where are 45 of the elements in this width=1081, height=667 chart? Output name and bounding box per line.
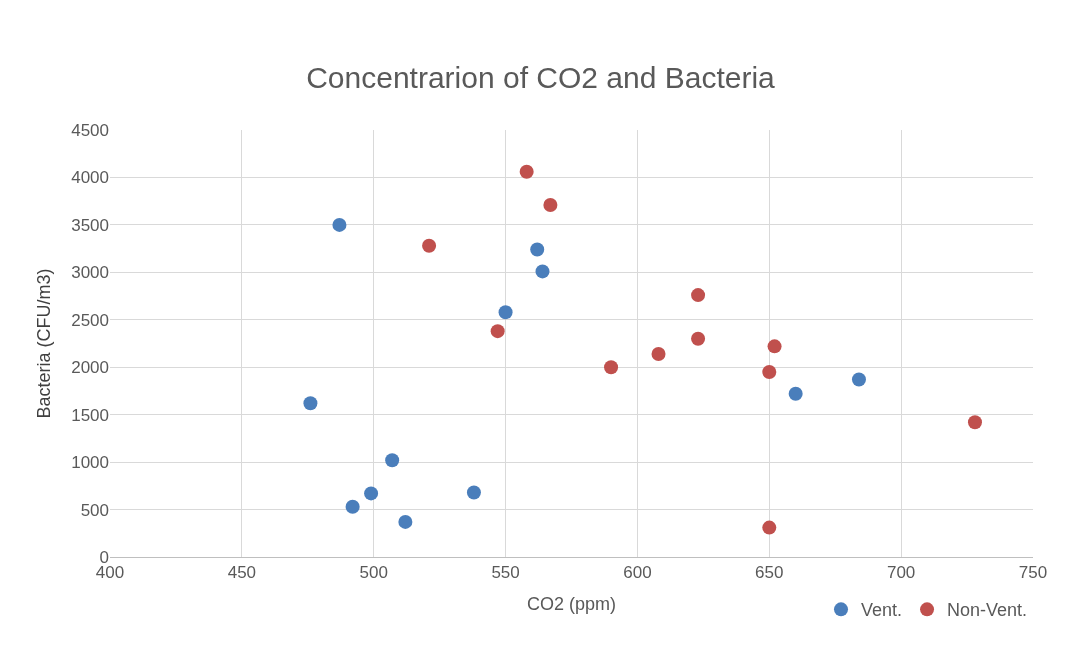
point [691,331,706,346]
y-axis-title: Bacteria (CFU/m3) [34,268,55,419]
point [530,242,545,257]
x-axis-title: CO2 (ppm) [526,593,617,614]
point [851,372,866,387]
point [345,499,360,514]
y-tick-label: 1500 [71,405,109,425]
point [651,346,666,361]
y-tick-label: 4500 [71,120,109,140]
x-tick-label: 550 [491,563,520,583]
x-tick-label: 700 [886,563,916,583]
point [303,396,318,411]
point [332,217,347,232]
legend-label: Non-Vent. [947,600,1028,621]
chart-title: Concentrarion of CO2 and Bacteria [306,60,776,94]
point [543,197,558,212]
y-tick-label: 4000 [71,168,109,188]
point [385,453,400,468]
point [762,520,777,535]
point [364,486,379,501]
point [466,485,481,500]
point [535,264,550,279]
x-tick-label: 450 [227,563,257,583]
point [967,415,982,430]
point [767,339,782,354]
y-tick-label: 500 [80,500,109,520]
y-tick-label: 2500 [71,310,109,330]
x-tick-label: 500 [359,563,388,583]
point [762,364,777,379]
x-tick-label: 650 [755,563,784,583]
y-tick-label: 2000 [71,358,109,378]
x-tick-label: 750 [1018,563,1048,583]
point [519,164,534,179]
point [788,386,803,401]
x-tick-label: 600 [623,563,652,583]
legend-label: Vent. [861,600,903,621]
y-tick-label: 3000 [71,263,109,283]
point [604,360,619,375]
y-tick-label: 1000 [71,453,109,473]
point [398,514,413,529]
point [498,305,513,320]
point [691,288,706,303]
y-tick-label: 3500 [71,215,109,235]
point [422,238,437,253]
point [490,324,505,339]
